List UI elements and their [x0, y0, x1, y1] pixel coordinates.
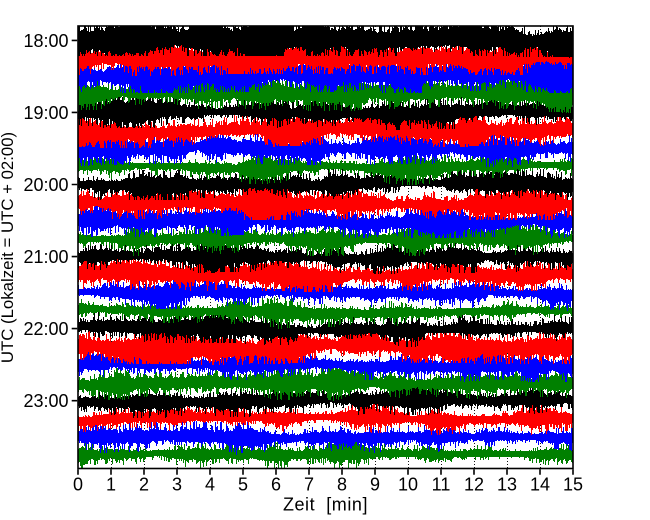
- svg-text:21:00: 21:00: [23, 247, 68, 267]
- svg-text:11: 11: [432, 475, 451, 495]
- svg-text:UTC (Lokalzeit = UTC + 02:00): UTC (Lokalzeit = UTC + 02:00): [0, 132, 17, 363]
- svg-text:9: 9: [370, 475, 380, 495]
- svg-text:8: 8: [337, 475, 347, 495]
- svg-text:14: 14: [530, 475, 550, 495]
- svg-text:0: 0: [73, 475, 83, 495]
- svg-text:19:00: 19:00: [23, 103, 68, 123]
- svg-text:2: 2: [139, 475, 149, 495]
- svg-text:23:00: 23:00: [23, 391, 68, 411]
- svg-text:10: 10: [398, 475, 418, 495]
- svg-text:4: 4: [205, 475, 215, 495]
- svg-text:20:00: 20:00: [23, 175, 68, 195]
- svg-text:7: 7: [304, 475, 314, 495]
- svg-text:6: 6: [271, 475, 281, 495]
- svg-text:12: 12: [464, 475, 484, 495]
- svg-text:5: 5: [238, 475, 248, 495]
- svg-text:13: 13: [497, 475, 517, 495]
- svg-text:22:00: 22:00: [23, 319, 68, 339]
- svg-text:3: 3: [172, 475, 182, 495]
- svg-text:Zeit [min]: Zeit [min]: [283, 495, 368, 515]
- svg-text:1: 1: [106, 475, 116, 495]
- svg-text:18:00: 18:00: [23, 31, 68, 51]
- svg-text:15: 15: [563, 475, 583, 495]
